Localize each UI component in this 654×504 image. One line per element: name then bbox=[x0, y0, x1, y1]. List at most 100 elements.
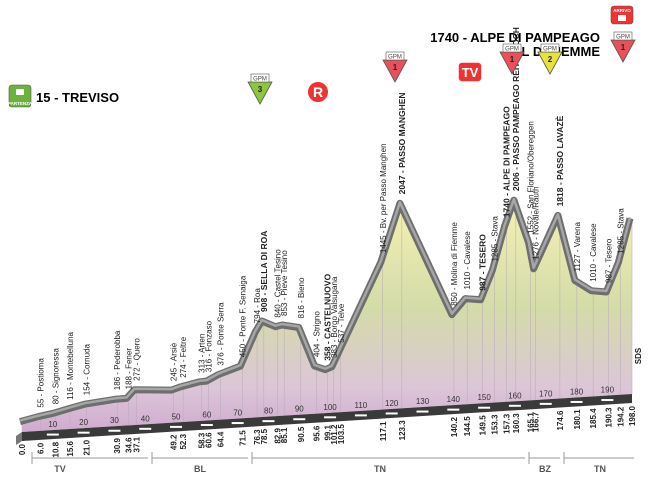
x-tick-label: 160 bbox=[508, 391, 522, 400]
x-tick-label: 110 bbox=[355, 401, 368, 410]
place-label: 1276 - Novale/Rauth bbox=[532, 186, 541, 259]
profile-area bbox=[22, 203, 632, 432]
x-tick-label: 150 bbox=[477, 393, 491, 402]
flag-symbol bbox=[16, 89, 24, 95]
place-label: 850 - Molina di Fiemme bbox=[450, 222, 459, 306]
place-label: 1285 - Stava bbox=[490, 216, 499, 262]
km-label: 149.5 bbox=[479, 415, 488, 436]
place-label: 794 - Roa bbox=[253, 288, 262, 324]
km-label: 117.1 bbox=[379, 421, 388, 441]
x-tick-label: 90 bbox=[295, 405, 304, 414]
km-label: 0.0 bbox=[18, 443, 27, 455]
km-label: 15.6 bbox=[66, 440, 75, 456]
km-label: 140.2 bbox=[450, 417, 459, 438]
km-label: 194.2 bbox=[616, 406, 625, 427]
marker-icon: GPM 3 bbox=[247, 73, 273, 105]
km-label: 180.1 bbox=[573, 409, 582, 430]
place-label: 272 - Quero bbox=[132, 338, 141, 381]
km-label: 95.6 bbox=[313, 425, 322, 441]
flag-symbol bbox=[618, 15, 626, 21]
km-label: 21.0 bbox=[83, 439, 92, 455]
place-label: 987 - Tesero bbox=[604, 238, 613, 283]
place-label: 908 - SELLA DI ROA bbox=[259, 231, 269, 312]
flag-label: PARTENZA bbox=[8, 101, 33, 106]
gpm-label: GPM bbox=[543, 47, 557, 53]
marker-icon: GPM 1 bbox=[610, 31, 636, 63]
km-label: 99.1 bbox=[323, 424, 332, 440]
x-tick-label: 120 bbox=[385, 399, 399, 408]
km-label: 37.1 bbox=[132, 436, 141, 452]
place-label: 816 - Bieno bbox=[297, 277, 306, 318]
place-label: 537 - Telve bbox=[337, 303, 346, 343]
place-label: 853 - Pieve Tesino bbox=[280, 250, 289, 316]
km-label: 78.5 bbox=[260, 428, 269, 444]
base-side bbox=[16, 432, 22, 445]
marker-icon: GPM 1 bbox=[499, 43, 525, 75]
r-label: R bbox=[313, 84, 323, 100]
place-label: 404 - Strigno bbox=[313, 311, 322, 357]
km-label: 85.1 bbox=[280, 427, 289, 443]
place-label: 1552 - San Floriano/Obereggen bbox=[527, 121, 536, 234]
profile-ridge-light bbox=[19, 197, 632, 422]
place-label: 245 - Arsiè bbox=[170, 342, 179, 381]
km-label: 49.2 bbox=[170, 434, 179, 450]
flag-box bbox=[8, 84, 32, 108]
gpm-rank: 1 bbox=[621, 43, 626, 52]
gpm-rank: 3 bbox=[258, 85, 263, 94]
km-label: 82.9 bbox=[273, 428, 282, 444]
x-tick-label: 140 bbox=[447, 395, 461, 404]
marker-icon: PARTENZA bbox=[8, 84, 33, 108]
place-label: 450 - Ponte F. Senaiga bbox=[238, 275, 247, 357]
gpm-label: GPM bbox=[505, 47, 519, 53]
x-tick-label: 30 bbox=[110, 416, 119, 425]
km-label: 52.3 bbox=[179, 433, 188, 449]
place-label: 313 - Arten bbox=[198, 334, 207, 373]
km-label: 103.5 bbox=[337, 424, 346, 445]
x-tick-label: 130 bbox=[416, 397, 430, 406]
gpm-rank: 2 bbox=[548, 55, 553, 64]
place-label: 1740 - ALPE DI PAMPEAGO bbox=[502, 106, 512, 217]
gpm-label: GPM bbox=[388, 55, 402, 61]
km-label: 60.6 bbox=[205, 432, 214, 448]
km-label: 90.5 bbox=[297, 426, 306, 442]
gpm-rank: 1 bbox=[393, 63, 398, 72]
place-label: 2047 - PASSO MANGHEN bbox=[397, 92, 407, 194]
place-label: 1010 - Cavalese bbox=[589, 223, 598, 282]
place-label: 274 - Feltre bbox=[179, 336, 188, 377]
place-label: 383 - Borgo Valsugana bbox=[330, 276, 339, 358]
km-label: 30.9 bbox=[113, 438, 122, 454]
x-tick-label: 20 bbox=[79, 418, 88, 427]
km-label: 71.5 bbox=[238, 430, 247, 446]
gpm-label: GPM bbox=[253, 77, 267, 83]
km-label: 76.3 bbox=[253, 429, 262, 445]
start-label: 15 - TREVISO bbox=[36, 90, 119, 105]
gpm-box bbox=[502, 43, 522, 53]
x-tick-label: 180 bbox=[570, 387, 584, 396]
r-circle bbox=[306, 80, 330, 104]
km-label: 64.4 bbox=[216, 431, 225, 447]
km-label: 165.1 bbox=[527, 412, 536, 433]
region-label: BZ bbox=[539, 464, 551, 474]
place-label: 80 - Signoressa bbox=[51, 348, 60, 405]
km-label: 123.3 bbox=[398, 420, 407, 441]
km-label: 174.6 bbox=[556, 410, 565, 431]
km-label: 185.4 bbox=[589, 408, 598, 429]
place-label: 1445 - Bv. per Passo Manghen bbox=[379, 143, 388, 253]
gpm-box bbox=[250, 73, 270, 83]
marker-icon: TV bbox=[457, 61, 483, 83]
km-label: 6.0 bbox=[36, 442, 45, 454]
km-label: 34.6 bbox=[125, 437, 134, 453]
km-label: 58.3 bbox=[198, 432, 207, 448]
place-label: 1285 - Stava bbox=[616, 208, 625, 254]
marker-icon: ARRIVO bbox=[610, 5, 634, 25]
place-label: 116 - Montebelluna bbox=[66, 331, 75, 399]
x-tick-label: 80 bbox=[264, 407, 273, 416]
x-tick-label: 60 bbox=[202, 410, 211, 419]
place-label: 1010 - Cavalese bbox=[463, 231, 472, 290]
place-label: 186 - Pederobba bbox=[113, 330, 122, 390]
place-label: 987 - TESERO bbox=[478, 234, 488, 291]
gpm-box bbox=[613, 31, 633, 41]
tv-label: TV bbox=[462, 65, 479, 80]
place-label: 55 - Postioma bbox=[36, 358, 45, 408]
